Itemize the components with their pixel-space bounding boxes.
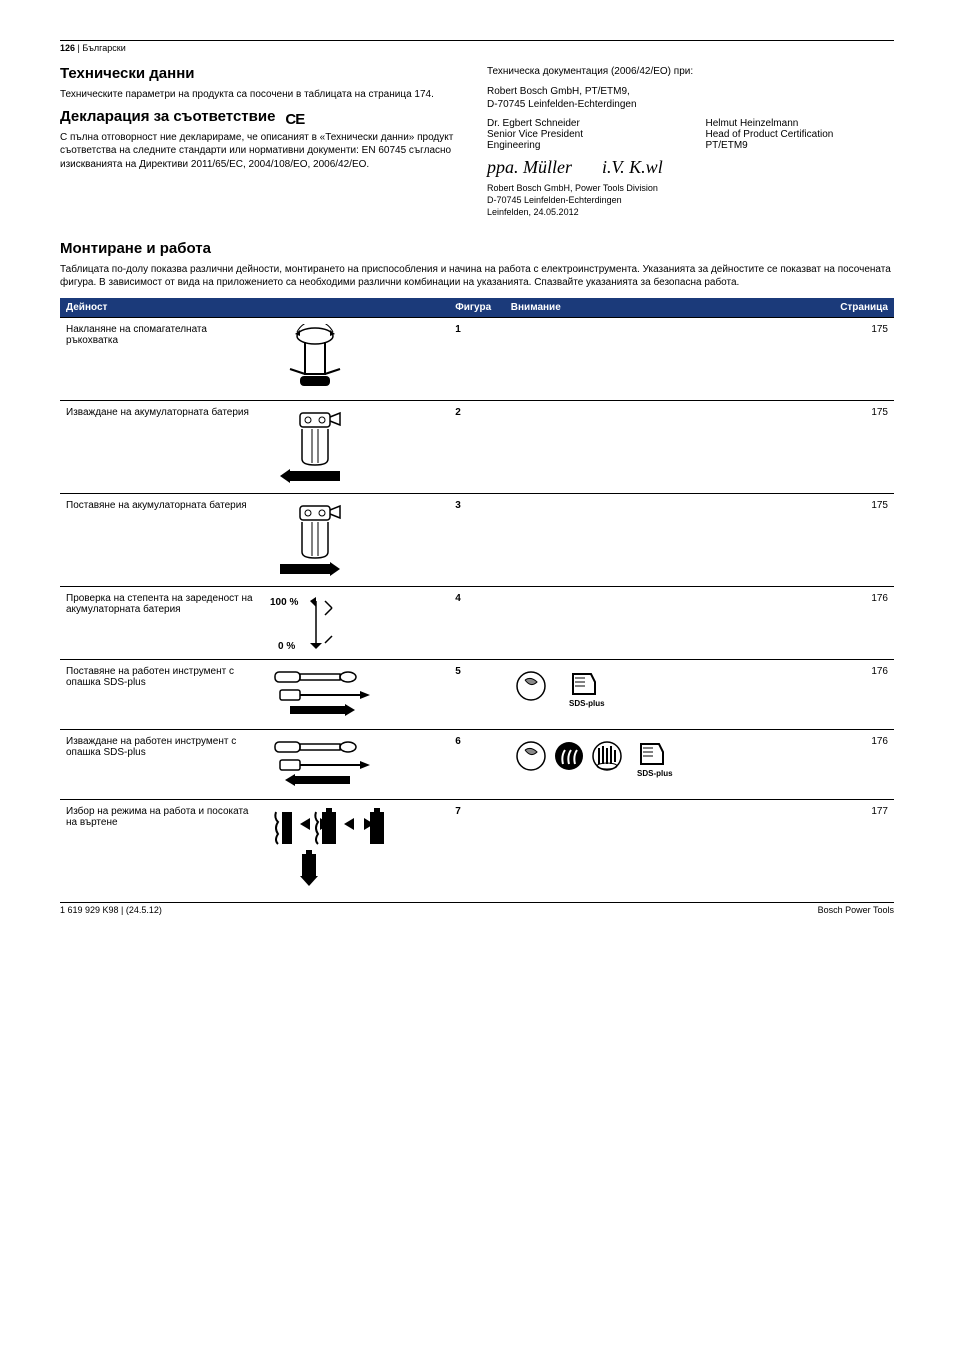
cell-figure: 1 bbox=[449, 317, 505, 400]
sigfoot-2: D-70745 Leinfelden-Echterdingen bbox=[487, 194, 894, 206]
sig2-role2: PT/ETM9 bbox=[706, 140, 895, 151]
table-row: Поставяне на акумулаторната батерия 3 17… bbox=[60, 493, 894, 586]
table-row: Избор на режима на работа и посоката на … bbox=[60, 799, 894, 892]
page-lang: Български bbox=[82, 43, 125, 53]
cell-page: 176 bbox=[820, 659, 894, 729]
battery-level-icon: 100 % 0 % bbox=[270, 593, 380, 653]
cell-figure: 3 bbox=[449, 493, 505, 586]
cell-activity: Поставяне на акумулаторната батерия bbox=[60, 493, 264, 586]
cell-pictogram bbox=[264, 400, 449, 493]
th-pic bbox=[264, 298, 449, 318]
handle-tilt-icon bbox=[270, 324, 360, 394]
battery-insert-icon bbox=[270, 500, 360, 580]
pct-hi-label: 100 % bbox=[270, 597, 298, 608]
battery-remove-icon bbox=[270, 407, 360, 487]
th-attention: Внимание bbox=[505, 298, 820, 318]
sig1-role2: Engineering bbox=[487, 140, 676, 151]
techdoc-line2: Robert Bosch GmbH, PT/ETM9, bbox=[487, 85, 894, 99]
page-number: 126 bbox=[60, 43, 75, 53]
cell-activity: Поставяне на работен инструмент с опашка… bbox=[60, 659, 264, 729]
sds-label: SDS-plus bbox=[637, 769, 673, 778]
sig-col-2: Helmut Heinzelmann Head of Product Certi… bbox=[706, 118, 895, 151]
cell-activity: Избор на режима на работа и посоката на … bbox=[60, 799, 264, 892]
cell-figure: 6 bbox=[449, 729, 505, 799]
top-columns: Технически данни Техническите параметри … bbox=[60, 65, 894, 224]
left-column: Технически данни Техническите параметри … bbox=[60, 65, 467, 224]
cell-activity: Изваждане на акумулаторната батерия bbox=[60, 400, 264, 493]
cell-activity: Изваждане на работен инструмент с опашка… bbox=[60, 729, 264, 799]
cell-figure: 2 bbox=[449, 400, 505, 493]
cell-pictogram bbox=[264, 799, 449, 892]
sds-hot-icon: SDS-plus bbox=[511, 736, 691, 781]
sig-col-1: Dr. Egbert Schneider Senior Vice Preside… bbox=[487, 118, 676, 151]
mode-select-icon bbox=[270, 806, 400, 886]
cell-activity: Накланяне на спомагателната ръкохватка bbox=[60, 317, 264, 400]
decl-title-row: Декларация за съответствие CE bbox=[60, 108, 467, 131]
sigfoot-1: Robert Bosch GmbH, Power Tools Division bbox=[487, 182, 894, 194]
cell-page: 175 bbox=[820, 317, 894, 400]
cell-attention bbox=[505, 799, 820, 892]
cell-page: 175 bbox=[820, 400, 894, 493]
signature-1-icon: ppa. Müller bbox=[487, 157, 572, 178]
cell-attention bbox=[505, 586, 820, 659]
cell-attention: SDS-plus bbox=[505, 659, 820, 729]
th-activity: Дейност bbox=[60, 298, 264, 318]
sds-insert-icon bbox=[270, 666, 390, 716]
tech-data-title: Технически данни bbox=[60, 65, 467, 82]
page-header: 126 | Български bbox=[60, 40, 894, 53]
mount-intro: Таблицата по-долу показва различни дейно… bbox=[60, 263, 894, 290]
table-row: Изваждане на работен инструмент с опашка… bbox=[60, 729, 894, 799]
sig2-name: Helmut Heinzelmann bbox=[706, 118, 895, 129]
cell-figure: 5 bbox=[449, 659, 505, 729]
ce-mark-icon: CE bbox=[285, 111, 304, 128]
cell-page: 176 bbox=[820, 586, 894, 659]
th-page: Страница bbox=[820, 298, 894, 318]
decl-body: С пълна отговорност ние декларираме, че … bbox=[60, 131, 467, 172]
table-row: Накланяне на спомагателната ръкохватка 1… bbox=[60, 317, 894, 400]
cell-attention bbox=[505, 317, 820, 400]
cell-pictogram bbox=[264, 493, 449, 586]
cell-attention bbox=[505, 493, 820, 586]
cell-attention: SDS-plus bbox=[505, 729, 820, 799]
table-row: Изваждане на акумулаторната батерия 2 17… bbox=[60, 400, 894, 493]
cell-page: 177 bbox=[820, 799, 894, 892]
cell-attention bbox=[505, 400, 820, 493]
techdoc-line3: D-70745 Leinfelden-Echterdingen bbox=[487, 98, 894, 112]
cell-page: 175 bbox=[820, 493, 894, 586]
right-column: Техническа документация (2006/42/EO) при… bbox=[487, 65, 894, 224]
signature-images: ppa. Müller i.V. K.wl bbox=[487, 155, 894, 182]
table-header-row: Дейност Фигура Внимание Страница bbox=[60, 298, 894, 318]
sig1-role1: Senior Vice President bbox=[487, 129, 676, 140]
sds-grease-icon: SDS-plus bbox=[511, 666, 651, 711]
cell-pictogram bbox=[264, 317, 449, 400]
sds-remove-icon bbox=[270, 736, 390, 786]
footer-left: 1 619 929 K98 | (24.5.12) bbox=[60, 905, 162, 915]
cell-figure: 4 bbox=[449, 586, 505, 659]
signature-block: Dr. Egbert Schneider Senior Vice Preside… bbox=[487, 118, 894, 151]
table-row: Поставяне на работен инструмент с опашка… bbox=[60, 659, 894, 729]
cell-pictogram: 100 % 0 % bbox=[264, 586, 449, 659]
sigfoot-3: Leinfelden, 24.05.2012 bbox=[487, 206, 894, 218]
sig1-name: Dr. Egbert Schneider bbox=[487, 118, 676, 129]
cell-pictogram bbox=[264, 729, 449, 799]
signature-2-icon: i.V. K.wl bbox=[602, 157, 663, 178]
cell-page: 176 bbox=[820, 729, 894, 799]
th-figure: Фигура bbox=[449, 298, 505, 318]
cell-activity: Проверка на степента на зареденост на ак… bbox=[60, 586, 264, 659]
tech-data-body: Техническите параметри на продукта са по… bbox=[60, 88, 467, 102]
cell-figure: 7 bbox=[449, 799, 505, 892]
pct-lo-label: 0 % bbox=[278, 641, 295, 652]
activities-table: Дейност Фигура Внимание Страница Накланя… bbox=[60, 298, 894, 892]
footer-right: Bosch Power Tools bbox=[818, 905, 894, 915]
sig2-role1: Head of Product Certification bbox=[706, 129, 895, 140]
mount-title: Монтиране и работа bbox=[60, 240, 894, 257]
decl-title: Декларация за съответствие bbox=[60, 108, 275, 125]
techdoc-line1: Техническа документация (2006/42/EO) при… bbox=[487, 65, 894, 79]
sds-label: SDS-plus bbox=[569, 699, 605, 708]
cell-pictogram bbox=[264, 659, 449, 729]
page-footer: 1 619 929 K98 | (24.5.12) Bosch Power To… bbox=[60, 902, 894, 915]
table-row: Проверка на степента на зареденост на ак… bbox=[60, 586, 894, 659]
